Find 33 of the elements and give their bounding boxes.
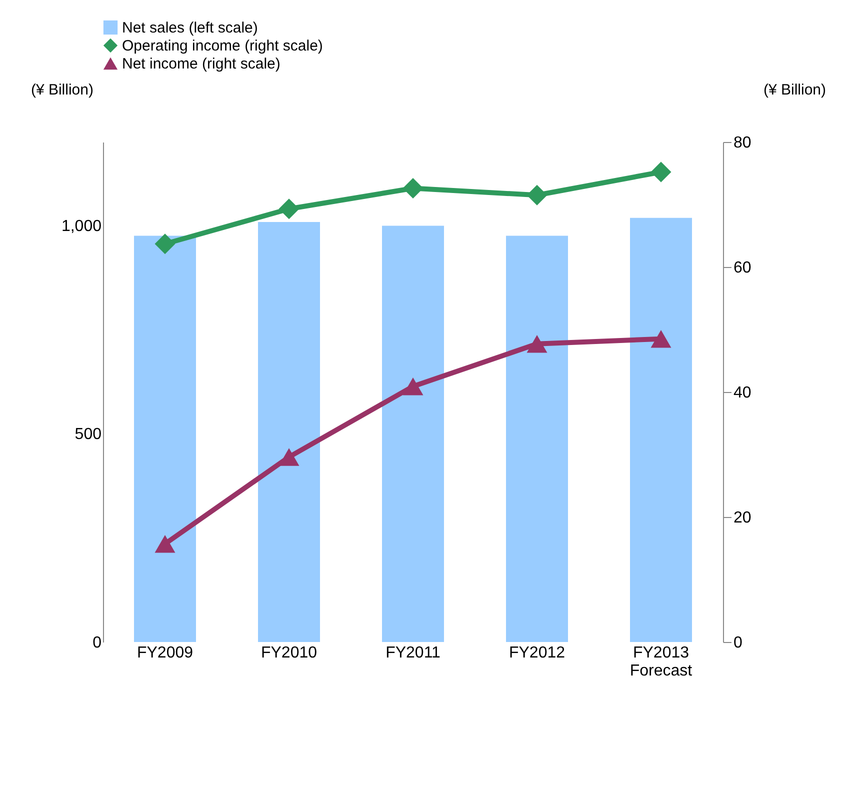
x-tick-label: FY2013 Forecast — [630, 644, 693, 680]
bar — [382, 226, 444, 642]
y2-tick-label: 80 — [734, 134, 752, 152]
point — [526, 335, 548, 353]
point — [154, 535, 176, 553]
point — [278, 198, 300, 220]
y2-tick-label: 60 — [734, 260, 752, 276]
point — [402, 378, 424, 396]
point — [278, 448, 300, 466]
legend-label: Operating income (right scale) — [122, 38, 323, 54]
legend-label: Net sales (left scale) — [122, 20, 258, 36]
bar — [630, 218, 692, 642]
bar — [506, 236, 568, 642]
y2-axis-title: (¥ Billion) — [764, 82, 826, 98]
bar — [258, 222, 320, 642]
y-axis-title: (¥ Billion) — [30, 82, 94, 98]
y2-tick-label: 20 — [734, 510, 752, 526]
y-tick-label: 0 — [92, 634, 102, 652]
point — [154, 234, 176, 254]
y-tick-label: 1,000 — [61, 218, 102, 235]
x-tick-label: FY2011 — [386, 644, 441, 662]
x-tick-label: FY2010 — [260, 644, 318, 662]
y-tick-label: 500 — [74, 426, 102, 444]
point — [402, 178, 424, 198]
point — [650, 162, 672, 182]
point — [650, 330, 672, 348]
bar — [134, 236, 196, 642]
x-tick-label: FY2009 — [136, 644, 194, 662]
point — [526, 184, 548, 206]
x-tick-label: FY2012 — [508, 644, 566, 662]
legend-label: Net income (right scale) — [122, 56, 280, 72]
y2-tick-label: 0 — [734, 634, 742, 652]
y2-tick-label: 40 — [734, 384, 752, 402]
